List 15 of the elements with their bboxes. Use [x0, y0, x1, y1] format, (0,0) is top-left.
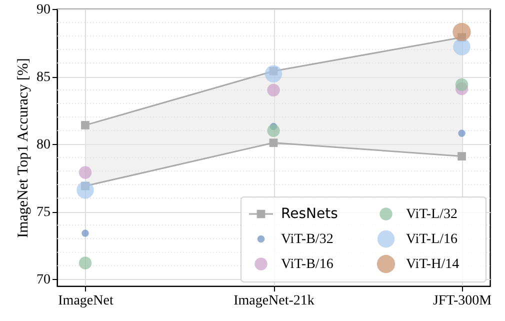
legend-label: ViT-B/16: [281, 257, 334, 272]
legend-label: ResNets: [281, 206, 338, 222]
y-tick-label: 75: [36, 205, 50, 220]
x-tick-label: ImageNet: [58, 294, 114, 308]
y-tick-label: 70: [36, 272, 50, 288]
y-tick-label: 90: [36, 2, 50, 18]
legend-label: ViT-H/14: [406, 257, 460, 272]
x-tick-label: ImageNet-21k: [234, 294, 314, 308]
legend-label: ViT-L/32: [406, 207, 458, 222]
legend-label: ViT-B/32: [281, 232, 334, 247]
x-tick-label: JFT-300M: [432, 294, 492, 308]
y-tick-label: 85: [36, 70, 50, 86]
y-tick-label: 80: [36, 138, 50, 153]
y-axis-title: ImageNet Top1 Accuracy [%]: [16, 58, 32, 238]
legend-label: ViT-L/16: [406, 232, 458, 247]
